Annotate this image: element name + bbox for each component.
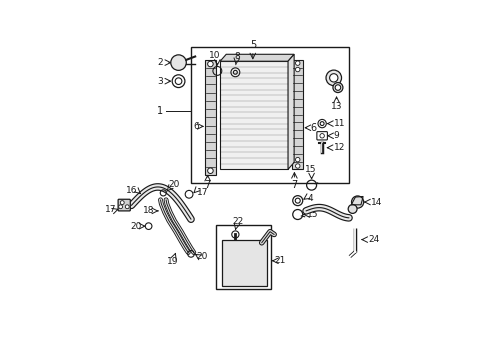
- Text: 6: 6: [193, 122, 199, 131]
- Circle shape: [332, 82, 342, 93]
- Text: 16: 16: [126, 186, 137, 195]
- Text: 10: 10: [208, 51, 220, 60]
- Text: 1: 1: [157, 106, 163, 116]
- Text: 9: 9: [333, 131, 339, 140]
- Circle shape: [295, 164, 299, 168]
- Bar: [216, 225, 271, 288]
- Polygon shape: [220, 54, 293, 61]
- Text: 19: 19: [166, 257, 178, 266]
- Circle shape: [334, 85, 340, 90]
- Text: 2: 2: [157, 58, 163, 67]
- Circle shape: [120, 201, 124, 204]
- Bar: [204, 60, 216, 175]
- Circle shape: [207, 61, 213, 67]
- Circle shape: [295, 157, 299, 162]
- Text: 11: 11: [333, 119, 345, 128]
- Text: 24: 24: [367, 235, 379, 244]
- Text: 23: 23: [242, 273, 253, 282]
- Text: 8: 8: [233, 52, 239, 61]
- Circle shape: [351, 196, 363, 208]
- Text: 7: 7: [204, 180, 210, 190]
- Text: 6: 6: [309, 123, 316, 133]
- Text: 20: 20: [196, 252, 207, 261]
- Text: 21: 21: [274, 256, 285, 265]
- Text: 15: 15: [304, 165, 315, 174]
- Text: 14: 14: [370, 198, 382, 207]
- Circle shape: [325, 70, 341, 86]
- Text: 17: 17: [105, 205, 117, 214]
- Text: 15: 15: [307, 210, 318, 219]
- Circle shape: [329, 74, 337, 82]
- FancyBboxPatch shape: [118, 199, 130, 211]
- Circle shape: [347, 204, 356, 213]
- Text: 3: 3: [157, 77, 163, 86]
- Text: 22: 22: [232, 217, 243, 226]
- Circle shape: [295, 61, 299, 66]
- Text: 5: 5: [249, 40, 255, 50]
- Circle shape: [295, 67, 299, 72]
- Circle shape: [170, 55, 186, 70]
- Text: 20: 20: [130, 222, 142, 231]
- Text: 12: 12: [333, 143, 345, 152]
- Bar: [191, 48, 348, 183]
- Text: 4: 4: [307, 194, 312, 203]
- Text: 20: 20: [168, 180, 179, 189]
- Circle shape: [119, 205, 122, 209]
- Polygon shape: [287, 54, 293, 169]
- Bar: [220, 61, 287, 169]
- Text: 7: 7: [291, 180, 297, 190]
- Polygon shape: [350, 197, 363, 205]
- Circle shape: [207, 168, 213, 174]
- Circle shape: [125, 205, 129, 209]
- Bar: [292, 60, 303, 169]
- Bar: [221, 240, 267, 286]
- Text: 18: 18: [142, 206, 154, 215]
- Text: 17: 17: [197, 188, 208, 197]
- Text: 13: 13: [330, 102, 342, 111]
